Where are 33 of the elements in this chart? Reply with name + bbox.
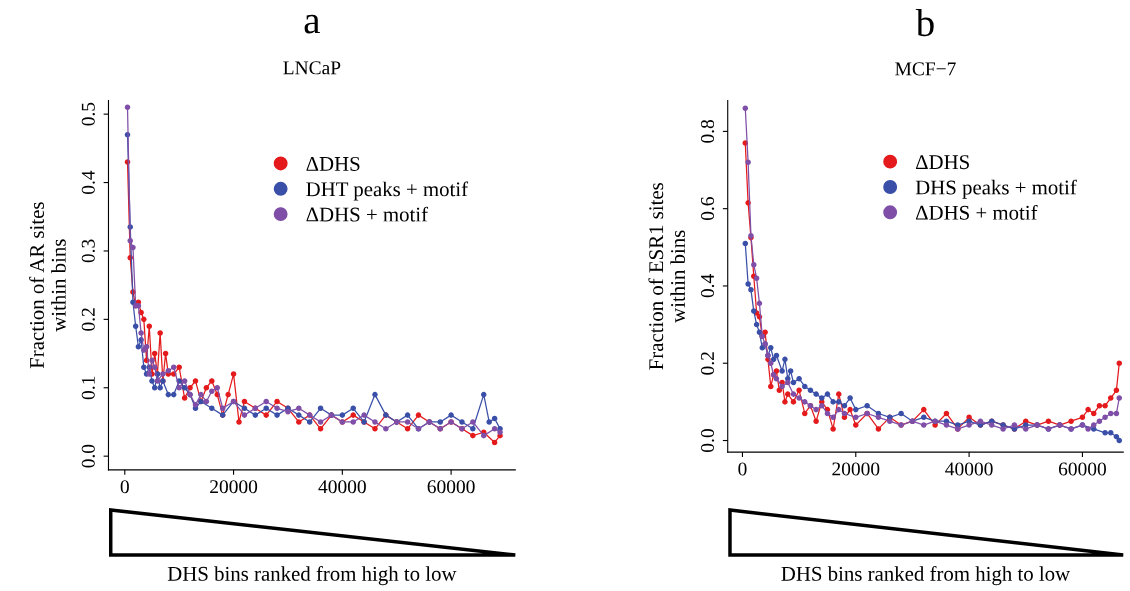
y-axis-title: Fraction of AR sites within bins xyxy=(29,202,66,369)
y-tick-label: 0.8 xyxy=(700,119,715,143)
y-axis-title: Fraction of ESR1 sites within bins xyxy=(648,183,686,370)
x-tick-label: 40000 xyxy=(945,462,993,476)
x-tick-label: 20000 xyxy=(210,480,258,494)
legend-label: ΔDHS xyxy=(306,156,360,171)
x-tick-label: 40000 xyxy=(318,480,366,494)
legend-label: ΔDHS + motif xyxy=(306,206,429,222)
y-tick-label: 0.4 xyxy=(81,170,95,194)
x-axis-title: DHS bins ranked from high to low xyxy=(781,566,1071,586)
x-tick-label: 0 xyxy=(738,462,747,476)
y-tick-label: 0.2 xyxy=(81,308,95,331)
y-tick-label: 0.6 xyxy=(700,197,715,221)
x-tick-label: 60000 xyxy=(427,480,475,494)
chart-subtitle: LNCaP xyxy=(283,61,341,75)
legend-label: ΔDHS xyxy=(915,155,969,170)
x-axis-title: DHS bins ranked from high to low xyxy=(167,566,457,586)
y-tick-label: 0.0 xyxy=(700,429,715,452)
x-tick-label: 0 xyxy=(120,480,129,494)
chart-subtitle: MCF−7 xyxy=(895,62,956,76)
chart-title: a xyxy=(304,14,320,34)
x-tick-label: 20000 xyxy=(832,462,880,476)
y-tick-label: 0.1 xyxy=(81,376,95,400)
legend-label: DHT peaks + motif xyxy=(306,181,469,201)
chart-title: b xyxy=(915,8,934,37)
y-tick-label: 0.3 xyxy=(81,239,95,263)
y-tick-label: 0.5 xyxy=(81,102,95,126)
legend-label: ΔDHS + motif xyxy=(915,204,1038,220)
x-tick-label: 60000 xyxy=(1058,462,1106,476)
y-tick-label: 0.2 xyxy=(700,352,715,375)
y-tick-label: 0.0 xyxy=(81,444,95,468)
y-tick-label: 0.4 xyxy=(700,274,715,298)
legend-label: DHS peaks + motif xyxy=(915,179,1077,199)
